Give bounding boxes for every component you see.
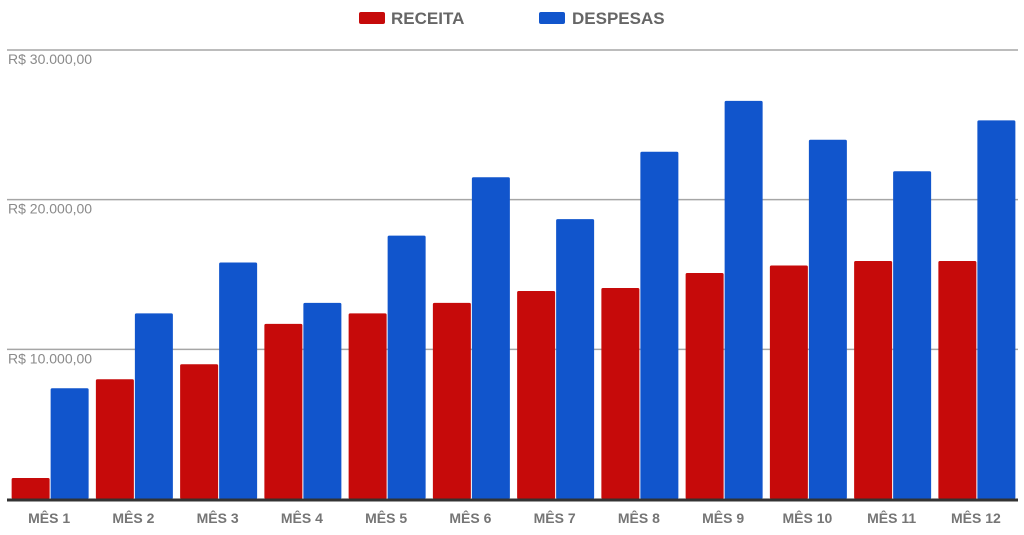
- receita-bar: [601, 287, 640, 499]
- x-tick-label: MÊS 10: [782, 509, 832, 526]
- despesas-bar: [724, 100, 763, 500]
- x-tick-label: MÊS 11: [867, 509, 916, 526]
- x-tick-label: MÊS 2: [112, 509, 154, 526]
- x-tick-label: MÊS 9: [702, 509, 744, 526]
- receita-bar: [264, 323, 303, 499]
- despesas-bar: [303, 302, 342, 499]
- despesas-bar: [387, 235, 426, 499]
- grid-layer: R$ 10.000,00 R$ 20.000,00 R$ 30.000,00: [7, 49, 1018, 366]
- legend: RECEITA DESPESAS: [359, 9, 665, 28]
- x-tick-label: MÊS 4: [281, 509, 323, 526]
- legend-swatch-despesas: [539, 12, 565, 24]
- x-tick-label: MÊS 7: [534, 509, 576, 526]
- despesas-bar: [556, 219, 595, 499]
- bars-layer: [11, 100, 1016, 500]
- receita-bar: [11, 478, 50, 499]
- axis-layer: MÊS 1 MÊS 2 MÊS 3 MÊS 4 MÊS 5 MÊS 6 MÊS 7 MÊS 8…: [7, 498, 1018, 526]
- x-tick-label: MÊS 1: [28, 509, 70, 526]
- despesas-bar: [134, 313, 173, 499]
- receita-bar: [432, 302, 471, 499]
- receita-bar: [854, 261, 893, 499]
- y-tick-label: R$ 30.000,00: [8, 51, 92, 67]
- receita-bar: [938, 261, 977, 499]
- legend-label-receita: RECEITA: [391, 9, 464, 28]
- receita-bar: [180, 364, 219, 499]
- despesas-bar: [640, 151, 679, 500]
- despesas-bar: [471, 177, 510, 499]
- despesas-bar: [50, 388, 89, 499]
- despesas-bar: [808, 139, 847, 500]
- receita-bar: [769, 265, 808, 499]
- receita-bar: [348, 313, 387, 499]
- despesas-bar: [977, 120, 1016, 500]
- despesas-bar: [219, 262, 258, 499]
- legend-label-despesas: DESPESAS: [572, 9, 665, 28]
- receita-bar: [685, 273, 724, 499]
- legend-swatch-receita: [359, 12, 385, 24]
- x-tick-label: MÊS 12: [951, 509, 1001, 526]
- y-tick-label: R$ 20.000,00: [8, 201, 92, 217]
- receita-bar: [517, 290, 556, 499]
- x-tick-label: MÊS 3: [197, 509, 239, 526]
- receita-bar: [95, 379, 134, 499]
- y-tick-label: R$ 10.000,00: [8, 350, 92, 366]
- x-tick-label: MÊS 6: [449, 509, 491, 526]
- x-tick-label: MÊS 5: [365, 509, 407, 526]
- x-tick-label: MÊS 8: [618, 509, 660, 526]
- despesas-bar: [893, 171, 932, 500]
